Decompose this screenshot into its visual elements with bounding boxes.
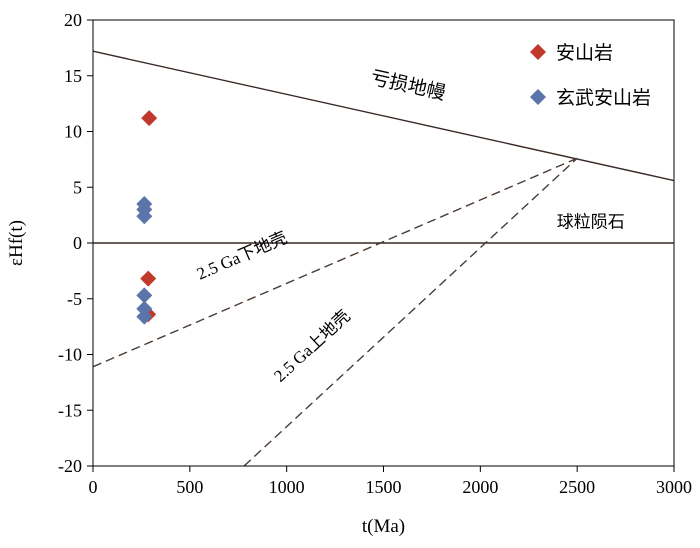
reference-label-4: 2.5 Ga上地壳 bbox=[270, 306, 354, 385]
y-axis-label: εHf(t) bbox=[6, 220, 27, 266]
legend-label-1: 安山岩 bbox=[556, 42, 613, 64]
data-point-s1-2 bbox=[140, 270, 157, 287]
reference-lines-layer bbox=[93, 50, 674, 466]
reference-label-2: 球粒陨石 bbox=[557, 212, 625, 231]
y-tick-label--5: -5 bbox=[67, 289, 82, 309]
reference-line-4 bbox=[243, 157, 578, 466]
data-point-s2-6 bbox=[136, 308, 153, 325]
y-tick-label--10: -10 bbox=[58, 345, 82, 365]
legend-label-2: 玄武安山岩 bbox=[556, 87, 651, 109]
y-tick-label-5: 5 bbox=[73, 177, 82, 197]
x-tick-label-2500: 2500 bbox=[559, 477, 595, 497]
data-points-layer bbox=[136, 110, 158, 325]
axis-ticks-layer: 0 500 1000 1500 2000 2500 3000 20 15 10 5 0 -5 -10 -15… bbox=[58, 10, 692, 497]
data-point-s1-1 bbox=[141, 110, 158, 127]
legend-marker-2 bbox=[530, 89, 546, 105]
data-point-s2-3 bbox=[136, 208, 153, 225]
data-point-s2-4 bbox=[136, 287, 153, 304]
x-tick-label-1000: 1000 bbox=[269, 477, 305, 497]
legend-marker-1 bbox=[530, 44, 546, 60]
x-tick-label-0: 0 bbox=[89, 477, 98, 497]
x-tick-label-500: 500 bbox=[176, 477, 203, 497]
reference-line-3 bbox=[93, 157, 578, 368]
y-tick-label--15: -15 bbox=[58, 400, 82, 420]
x-tick-label-2000: 2000 bbox=[462, 477, 498, 497]
x-tick-label-1500: 1500 bbox=[366, 477, 402, 497]
x-tick-label-3000: 3000 bbox=[656, 477, 692, 497]
y-tick-label-10: 10 bbox=[64, 122, 82, 142]
reference-label-1: 亏损地幔 bbox=[369, 67, 448, 105]
reference-label-3: 2.5 Ga下地壳 bbox=[194, 228, 290, 284]
y-tick-label-0: 0 bbox=[73, 233, 82, 253]
x-axis-label: t(Ma) bbox=[362, 516, 405, 537]
y-tick-label--20: -20 bbox=[58, 456, 82, 476]
y-tick-label-15: 15 bbox=[64, 66, 82, 86]
y-tick-label-20: 20 bbox=[64, 10, 82, 30]
